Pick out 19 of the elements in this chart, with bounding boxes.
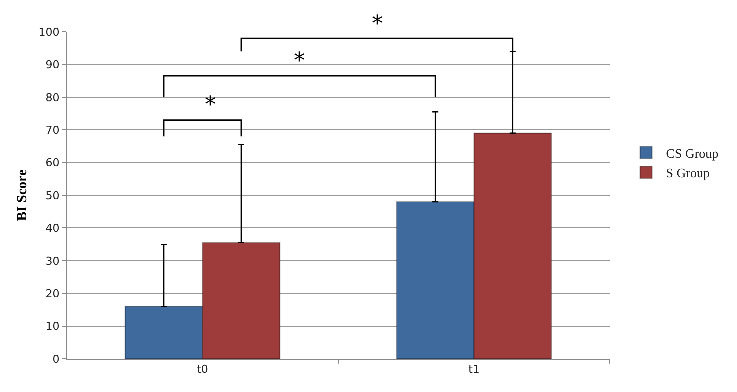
annotation: * <box>372 12 383 37</box>
y-tick-label: 10 <box>46 320 60 334</box>
y-tick-label: 80 <box>46 91 60 104</box>
y-tick-label: 90 <box>46 58 60 72</box>
annotation: * <box>294 49 305 74</box>
y-tick-label: 40 <box>46 222 60 236</box>
legend-label: S Group <box>666 166 710 181</box>
y-axis-title: BI Score <box>15 170 30 222</box>
y-tick-label: 0 <box>52 352 60 366</box>
y-tick-label: 100 <box>38 26 60 39</box>
y-tick-label: 60 <box>46 156 60 170</box>
x-tick-label: t1 <box>468 363 480 376</box>
y-tick-label: 30 <box>46 254 60 268</box>
x-tick-label: t0 <box>197 363 208 376</box>
y-tick-label: 50 <box>46 189 60 202</box>
annotation: * <box>205 93 216 118</box>
legend-label: CS Group <box>666 146 719 161</box>
y-tick-label: 70 <box>46 124 60 137</box>
y-tick-label: 20 <box>46 287 60 300</box>
